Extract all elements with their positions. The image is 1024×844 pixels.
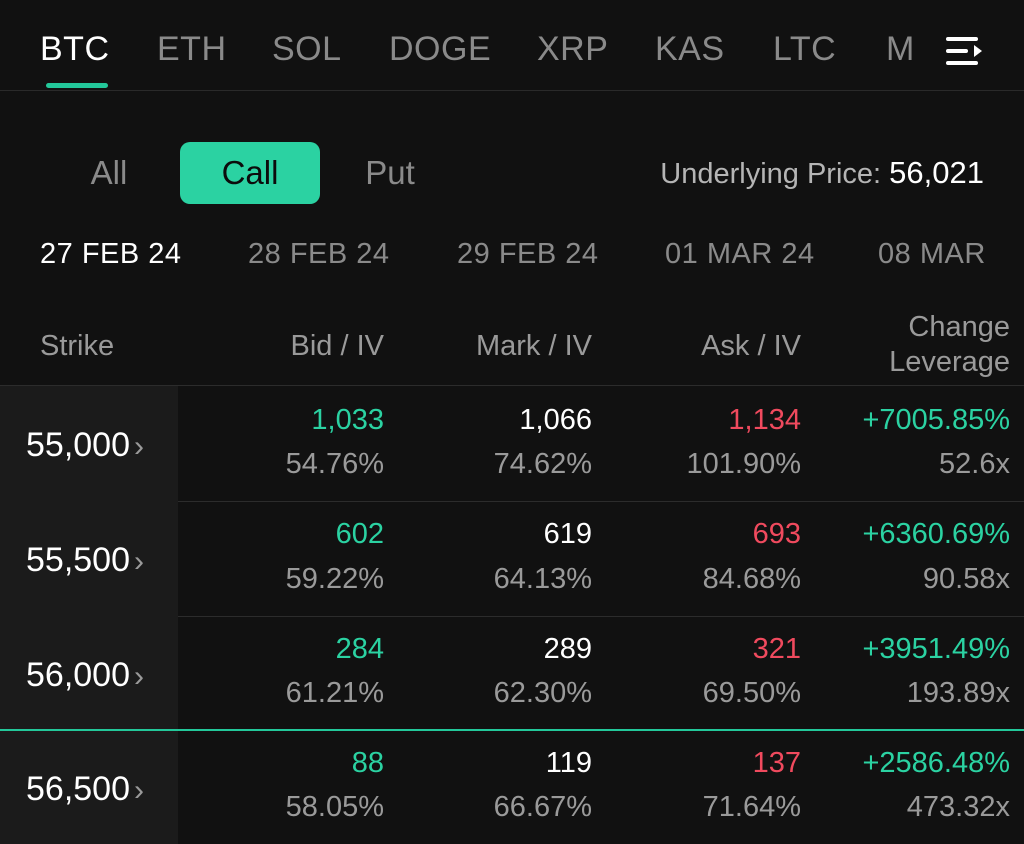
expiry-28-feb-24[interactable]: 28 FEB 24 — [248, 238, 390, 270]
chevron-right-icon: › — [134, 774, 144, 807]
strike-value: 56,000 — [26, 656, 130, 694]
ask-price[interactable]: 693 — [752, 518, 801, 550]
header-divider — [0, 385, 1024, 386]
mark-price: 619 — [543, 518, 592, 550]
ask-price[interactable]: 137 — [752, 747, 801, 779]
expiry-08-mar-24[interactable]: 08 MAR 24 — [878, 238, 986, 270]
tab-doge[interactable]: DOGE — [389, 30, 492, 68]
expiry-01-mar-24[interactable]: 01 MAR 24 — [665, 238, 815, 270]
ask-price[interactable]: 1,134 — [728, 404, 801, 436]
underlying-price: Underlying Price: 56,021 — [660, 155, 984, 191]
header-bid-iv: Bid / IV — [290, 330, 385, 362]
bid-iv: 59.22% — [285, 563, 384, 595]
change-percent: +7005.85% — [862, 404, 1010, 436]
strike-price[interactable]: 56,000 › — [26, 656, 144, 695]
chevron-right-icon: › — [134, 660, 144, 693]
bid-price[interactable]: 602 — [335, 518, 384, 550]
strike-value: 56,500 — [26, 770, 130, 808]
change-percent: +2586.48% — [862, 747, 1010, 779]
leverage: 52.6x — [939, 448, 1010, 480]
mark-iv: 74.62% — [493, 448, 592, 480]
tab-xrp[interactable]: XRP — [537, 30, 609, 68]
strike-value: 55,500 — [26, 541, 130, 579]
mark-price: 1,066 — [519, 404, 592, 436]
bid-price[interactable]: 284 — [335, 633, 384, 665]
row-divider — [178, 616, 1024, 617]
mark-iv: 66.67% — [493, 791, 592, 823]
filter-all-button[interactable]: All — [90, 154, 128, 191]
underlying-price-label: Underlying Price: — [660, 158, 882, 190]
active-tab-indicator — [46, 83, 108, 88]
change-percent: +6360.69% — [862, 518, 1010, 550]
ask-iv: 71.64% — [702, 791, 801, 823]
tab-kas[interactable]: KAS — [655, 30, 725, 68]
filter-put-button[interactable]: Put — [365, 154, 415, 191]
filter-call-button[interactable]: Call — [180, 142, 320, 204]
ask-price[interactable]: 321 — [752, 633, 801, 665]
mark-iv: 64.13% — [493, 563, 592, 595]
tab-ltc[interactable]: LTC — [773, 30, 837, 68]
leverage: 193.89x — [906, 677, 1010, 709]
strike-column — [0, 385, 178, 844]
expiry-29-feb-24[interactable]: 29 FEB 24 — [457, 238, 599, 270]
bid-price[interactable]: 1,033 — [311, 404, 384, 436]
expiry-27-feb-24[interactable]: 27 FEB 24 — [40, 238, 182, 270]
ask-iv: 84.68% — [702, 563, 801, 595]
header-ask-iv: Ask / IV — [701, 330, 801, 362]
strike-price[interactable]: 56,500 › — [26, 770, 144, 809]
mark-price: 289 — [543, 633, 592, 665]
chevron-right-icon: › — [134, 430, 144, 463]
expiry-scroll-clip: 08 MAR 24 — [878, 238, 986, 271]
leverage: 90.58x — [922, 563, 1010, 595]
leverage: 473.32x — [906, 791, 1010, 823]
bid-iv: 58.05% — [285, 791, 384, 823]
tab-btc[interactable]: BTC — [40, 30, 110, 68]
bid-iv: 54.76% — [285, 448, 384, 480]
ask-iv: 69.50% — [702, 677, 801, 709]
underlying-price-marker-line — [0, 729, 1024, 731]
row-divider — [178, 501, 1024, 502]
mark-price: 119 — [545, 747, 592, 779]
mark-iv: 62.30% — [493, 677, 592, 709]
tab-sol[interactable]: SOL — [272, 30, 342, 68]
bid-iv: 61.21% — [285, 677, 384, 709]
chevron-right-icon: › — [134, 545, 144, 578]
underlying-price-value: 56,021 — [889, 155, 984, 190]
header-mark-iv: Mark / IV — [475, 330, 592, 362]
strike-price[interactable]: 55,000 › — [26, 426, 144, 465]
tab-more-truncated[interactable]: M — [886, 30, 915, 68]
strike-price[interactable]: 55,500 › — [26, 541, 144, 580]
menu-lines-icon[interactable] — [944, 34, 984, 68]
tab-eth[interactable]: ETH — [157, 30, 227, 68]
header-leverage: Leverage — [889, 346, 1010, 378]
asset-tab-bar: BTC ETH SOL DOGE XRP KAS LTC M — [0, 0, 1024, 91]
bid-price[interactable]: 88 — [351, 747, 384, 779]
header-strike: Strike — [40, 330, 115, 362]
ask-iv: 101.90% — [686, 448, 802, 480]
strike-value: 55,000 — [26, 426, 130, 464]
change-percent: +3951.49% — [862, 633, 1010, 665]
header-change: Change — [908, 311, 1010, 343]
